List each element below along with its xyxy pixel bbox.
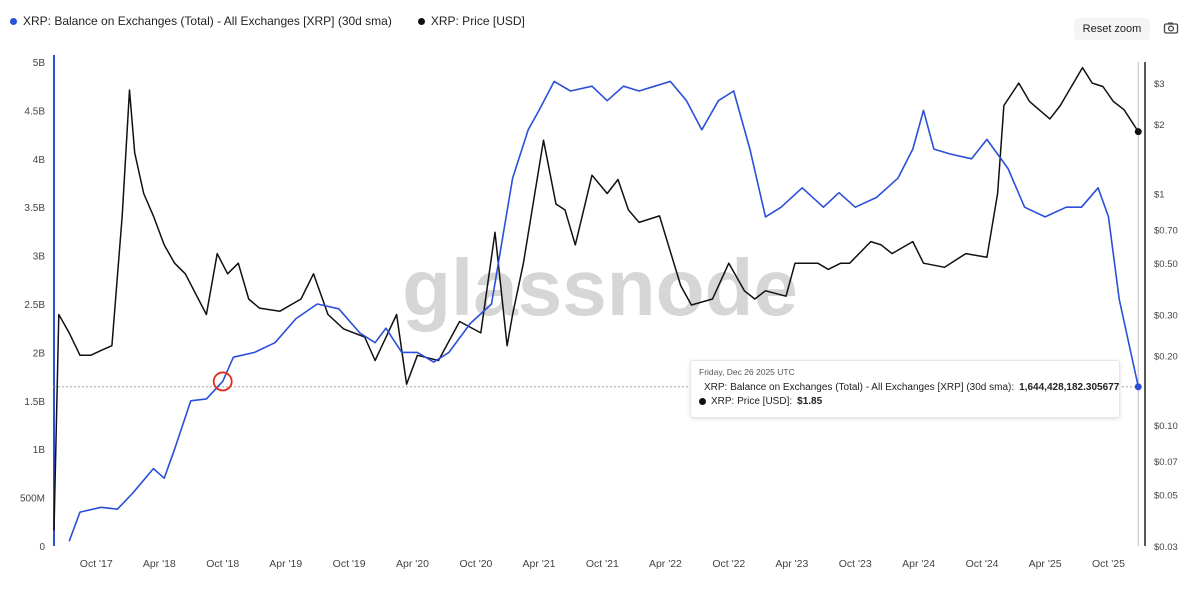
legend-item-price[interactable]: XRP: Price [USD] [417,14,525,28]
tooltip-row-balance: XRP: Balance on Exchanges (Total) - All … [699,382,1119,393]
x-tick-label: Oct '19 [333,558,366,570]
tooltip-value-balance: 1,644,428,182.305677 [1019,382,1120,393]
legend-item-balance[interactable]: XRP: Balance on Exchanges (Total) - All … [10,14,392,28]
price-end-marker [1134,128,1142,136]
x-tick-label: Apr '24 [902,558,935,570]
highlight-circle [212,371,233,392]
left-tick-label: 1.5B [24,397,45,408]
left-axis: 0 500M 1B 1.5B 2B 2.5B 3B 3.5B 4B 4.5B 5B [20,58,45,553]
balance-series-line [68,80,1140,542]
x-tick-label: Apr '22 [649,558,682,570]
x-tick-label: Oct '20 [459,558,492,570]
balance-end-marker [1134,383,1142,391]
left-tick-label: 3B [33,252,46,263]
x-tick-label: Apr '18 [143,558,176,570]
right-tick-label: $0.30 [1154,311,1178,322]
x-tick-label: Oct '22 [712,558,745,570]
right-tick-label: $0.70 [1154,225,1178,236]
right-tick-label: $0.10 [1154,421,1178,432]
tooltip-label-price: XRP: Price [USD]: [711,396,793,407]
x-tick-label: Oct '21 [586,558,619,570]
legend-label-balance: XRP: Balance on Exchanges (Total) - All … [23,14,392,28]
right-tick-label: $0.03 [1154,542,1178,553]
left-tick-label: 5B [33,58,46,69]
camera-glyph [1163,22,1179,34]
left-tick-label: 0 [39,542,45,553]
right-tick-label: $0.50 [1154,259,1178,270]
left-tick-label: 2B [33,348,46,359]
x-tick-label: Oct '23 [839,558,872,570]
tooltip-label-balance: XRP: Balance on Exchanges (Total) - All … [704,382,1015,393]
x-tick-label: Apr '23 [775,558,808,570]
chart-legend: XRP: Balance on Exchanges (Total) - All … [10,14,525,28]
left-tick-label: 1B [33,445,46,456]
tooltip-dot-price [699,398,706,405]
x-tick-label: Apr '19 [269,558,302,570]
legend-dot-balance [10,17,17,25]
tooltip-row-price: XRP: Price [USD]: $1.85 [699,396,1111,407]
right-tick-label: $1 [1154,190,1165,201]
x-tick-label: Oct '25 [1092,558,1125,570]
right-tick-label: $0.20 [1154,351,1178,362]
left-tick-label: 4B [33,155,46,166]
legend-dot-price [417,17,425,25]
tooltip-date: Friday, Dec 26 2025 UTC [699,367,795,377]
left-tick-label: 3.5B [24,203,45,214]
right-tick-label: $0.05 [1154,491,1178,502]
x-tick-label: Oct '18 [206,558,239,570]
x-tick-label: Apr '20 [396,558,429,570]
camera-icon[interactable] [1163,20,1179,36]
x-tick-label: Apr '21 [522,558,555,570]
left-tick-label: 2.5B [24,300,45,311]
x-tick-label: Oct '17 [80,558,113,570]
right-tick-label: $3 [1154,79,1165,90]
price-series-line [53,66,1139,531]
legend-label-price: XRP: Price [USD] [430,14,525,28]
x-tick-label: Oct '24 [966,558,999,570]
right-tick-label: $0.07 [1154,457,1178,468]
right-tick-label: $2 [1154,120,1165,131]
x-axis: Oct '17 Apr '18 Oct '18 Apr '19 Oct '19 Apr '… [80,558,1125,570]
reset-zoom-button[interactable]: Reset zoom [1074,18,1150,40]
watermark-text: glassnode [402,243,798,332]
tooltip: Friday, Dec 26 2025 UTC XRP: Balance on … [690,360,1120,418]
x-tick-label: Apr '25 [1029,558,1062,570]
left-tick-label: 500M [20,494,45,505]
tooltip-value-price: $1.85 [797,396,823,407]
left-tick-label: 4.5B [24,106,45,117]
right-axis: $0.03 $0.05 $0.07 $0.10 $0.20 $0.30 $0.50 $0.70… [1154,79,1178,553]
